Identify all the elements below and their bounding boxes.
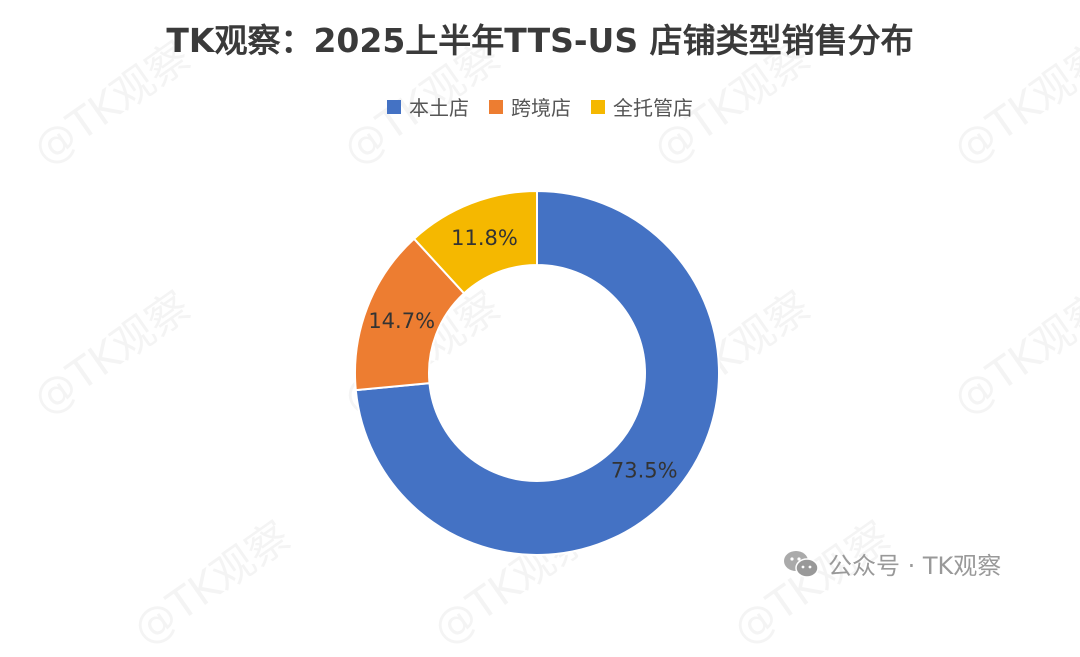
legend-swatch: [489, 99, 503, 114]
chart-title: TK观察：2025上半年TTS-US 店铺类型销售分布: [166, 21, 914, 60]
footer: 公众号 · TK观察: [782, 546, 1001, 581]
legend-item: 跨境店: [489, 92, 571, 121]
legend-item: 全托管店: [591, 92, 693, 121]
wechat-icon: [784, 550, 819, 578]
donut-slice-本土店: [354, 189, 720, 556]
data-label: 11.8%: [451, 226, 518, 250]
legend-swatch: [591, 99, 605, 114]
footer-text: 公众号 · TK观察: [828, 552, 1002, 580]
legend-label: 全托管店: [613, 96, 693, 120]
legend-swatch: [387, 99, 401, 114]
data-label: 14.7%: [368, 309, 435, 333]
donut-slice-全托管店: [412, 189, 538, 295]
legend-item: 本土店: [387, 92, 469, 121]
donut-chart: 73.5% 14.7% 11.8%: [354, 189, 720, 556]
legend-label: 本土店: [409, 96, 469, 120]
legend: 本土店 跨境店 全托管店: [0, 92, 1080, 121]
legend-label: 跨境店: [511, 96, 571, 120]
data-label: 73.5%: [611, 459, 678, 483]
